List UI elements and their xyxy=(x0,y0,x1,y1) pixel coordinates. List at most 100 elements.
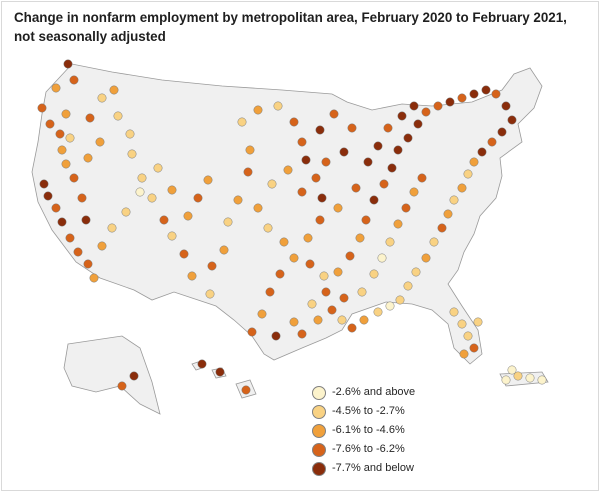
metro-marker xyxy=(179,249,189,259)
metro-marker xyxy=(215,367,225,377)
metro-marker xyxy=(403,281,413,291)
metro-marker xyxy=(197,359,207,369)
metro-marker xyxy=(437,223,447,233)
metro-marker xyxy=(513,371,523,381)
metro-marker xyxy=(275,269,285,279)
metro-marker xyxy=(303,233,313,243)
metro-marker xyxy=(127,149,137,159)
metro-marker xyxy=(315,215,325,225)
metro-marker xyxy=(135,187,145,197)
metro-marker xyxy=(449,307,459,317)
metro-marker xyxy=(63,59,73,69)
legend-swatch xyxy=(312,386,326,400)
metro-marker xyxy=(429,237,439,247)
metro-marker xyxy=(377,253,387,263)
metro-marker xyxy=(403,133,413,143)
metro-marker xyxy=(207,261,217,271)
metro-marker xyxy=(463,331,473,341)
metro-marker xyxy=(397,111,407,121)
metro-marker xyxy=(129,371,139,381)
metro-marker xyxy=(359,315,369,325)
metro-marker xyxy=(507,365,517,375)
metro-marker xyxy=(193,193,203,203)
metro-marker xyxy=(321,157,331,167)
metro-marker xyxy=(433,101,443,111)
metro-marker xyxy=(279,237,289,247)
metro-marker xyxy=(385,301,395,311)
metro-marker xyxy=(95,137,105,147)
metro-marker xyxy=(73,247,83,257)
metro-marker xyxy=(289,117,299,127)
metro-marker xyxy=(411,267,421,277)
metro-marker xyxy=(339,147,349,157)
metro-marker xyxy=(183,211,193,221)
metro-marker xyxy=(463,169,473,179)
metro-marker xyxy=(443,209,453,219)
metro-marker xyxy=(97,93,107,103)
metro-marker xyxy=(355,233,365,243)
legend-swatch xyxy=(312,405,326,419)
metro-marker xyxy=(81,215,91,225)
metro-marker xyxy=(373,307,383,317)
metro-marker xyxy=(491,89,501,99)
metro-marker xyxy=(321,287,331,297)
metro-marker xyxy=(245,145,255,155)
metro-marker xyxy=(507,115,517,125)
metro-marker xyxy=(107,223,117,233)
metro-marker xyxy=(383,123,393,133)
metro-marker xyxy=(445,97,455,107)
metro-marker xyxy=(137,173,147,183)
metro-marker xyxy=(153,163,163,173)
metro-marker xyxy=(333,203,343,213)
metro-marker xyxy=(267,179,277,189)
metro-marker xyxy=(369,269,379,279)
metro-marker xyxy=(409,101,419,111)
metro-marker xyxy=(223,217,233,227)
metro-marker xyxy=(297,187,307,197)
metro-marker xyxy=(247,327,257,337)
metro-marker xyxy=(385,237,395,247)
metro-marker xyxy=(457,319,467,329)
metro-marker xyxy=(297,137,307,147)
metro-marker xyxy=(289,317,299,327)
metro-marker xyxy=(487,137,497,147)
metro-marker xyxy=(473,317,483,327)
metro-marker xyxy=(301,155,311,165)
metro-marker xyxy=(393,219,403,229)
metro-marker xyxy=(57,145,67,155)
metro-marker xyxy=(315,125,325,135)
metro-marker xyxy=(361,215,371,225)
metro-marker xyxy=(237,117,247,127)
metro-marker xyxy=(65,133,75,143)
chart-title: Change in nonfarm employment by metropol… xyxy=(14,10,567,44)
metro-marker xyxy=(39,179,49,189)
metro-marker xyxy=(257,309,267,319)
metro-marker xyxy=(459,349,469,359)
metro-marker xyxy=(205,289,215,299)
metro-marker xyxy=(61,109,71,119)
metro-marker xyxy=(401,203,411,213)
metro-marker xyxy=(363,157,373,167)
metro-marker xyxy=(501,375,511,385)
metro-marker xyxy=(393,145,403,155)
metro-marker xyxy=(89,273,99,283)
legend-label: -2.6% and above xyxy=(332,386,416,398)
metro-marker xyxy=(167,231,177,241)
state-shape xyxy=(31,63,543,365)
metro-marker xyxy=(243,167,253,177)
metro-marker xyxy=(313,315,323,325)
metro-marker xyxy=(501,101,511,111)
metro-marker xyxy=(85,113,95,123)
metro-marker xyxy=(379,179,389,189)
metro-marker xyxy=(55,129,65,139)
metro-marker xyxy=(97,241,107,251)
metro-marker xyxy=(347,123,357,133)
metro-marker xyxy=(347,323,357,333)
metro-markers xyxy=(37,59,547,395)
metro-marker xyxy=(233,195,243,205)
metro-marker xyxy=(61,159,71,169)
metro-marker xyxy=(83,259,93,269)
metro-marker xyxy=(409,187,419,197)
metro-marker xyxy=(457,93,467,103)
